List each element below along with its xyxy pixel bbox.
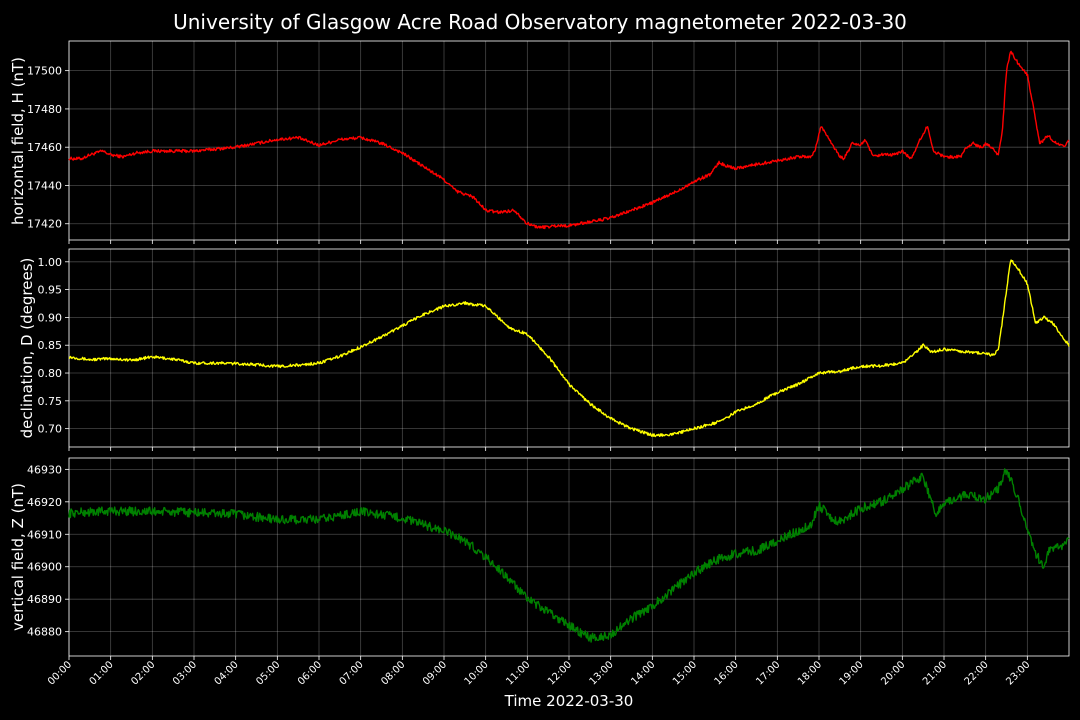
y-tick-label: 17420 — [27, 218, 62, 231]
x-tick-label: 16:00 — [713, 659, 741, 687]
panel-horizontal-field: 17420 17440 17460 17480 17500 horizontal fie… — [9, 40, 1070, 244]
series-z-line — [68, 468, 1070, 643]
x-tick-label: 02:00 — [129, 659, 157, 687]
x-tick-label: 09:00 — [421, 659, 449, 687]
y-tick-label: 46880 — [27, 626, 62, 639]
y-tick-label: 17480 — [27, 103, 62, 116]
y-tick-label: 46920 — [27, 496, 62, 509]
x-tick-label: 11:00 — [504, 659, 532, 687]
y-tick-label: 46900 — [27, 561, 62, 574]
chart-title: University of Glasgow Acre Road Observat… — [173, 10, 907, 34]
ylabel-h: horizontal field, H (nT) — [9, 57, 27, 225]
panel-d-grid — [68, 249, 1069, 451]
x-tick-label: 21:00 — [921, 659, 949, 687]
y-tick-label: 0.95 — [38, 284, 63, 297]
x-tick-label: 06:00 — [296, 659, 324, 687]
ylabel-z: vertical field, Z (nT) — [9, 483, 27, 631]
x-tick-label: 22:00 — [963, 659, 991, 687]
x-axis-label: Time 2022-03-30 — [504, 692, 634, 710]
ylabel-d: declination, D (degrees) — [18, 258, 36, 439]
panel-z-yticks: 46880 46890 46900 46910 46920 46930 — [27, 463, 69, 639]
x-tick-label: 12:00 — [546, 659, 574, 687]
panel-d-frame — [68, 248, 1070, 448]
y-tick-label: 17440 — [27, 179, 62, 192]
panel-d-yticks: 0.70 0.75 0.80 0.85 0.90 0.95 1.00 — [38, 256, 69, 436]
panel-h-frame — [68, 40, 1070, 241]
x-tick-label: 18:00 — [796, 659, 824, 687]
y-tick-label: 0.90 — [38, 311, 63, 324]
y-tick-label: 0.80 — [38, 367, 63, 380]
y-tick-label: 17460 — [27, 141, 62, 154]
y-tick-label: 17500 — [27, 65, 62, 78]
x-tick-label: 13:00 — [588, 659, 616, 687]
x-tick-label: 20:00 — [879, 659, 907, 687]
x-tick-label: 05:00 — [254, 659, 282, 687]
x-tick-label: 04:00 — [213, 659, 241, 687]
y-tick-label: 0.70 — [38, 423, 63, 436]
series-h-line — [68, 50, 1070, 230]
x-tick-label: 14:00 — [629, 659, 657, 687]
y-tick-label: 46890 — [27, 593, 62, 606]
x-tick-label: 07:00 — [338, 659, 366, 687]
x-tick-label: 15:00 — [671, 659, 699, 687]
panel-declination: 0.70 0.75 0.80 0.85 0.90 0.95 1.00 declination… — [18, 248, 1070, 451]
x-tick-label: 23:00 — [1004, 659, 1032, 687]
x-tick-label: 17:00 — [754, 659, 782, 687]
x-tick-label: 03:00 — [171, 659, 199, 687]
y-tick-label: 0.75 — [38, 395, 63, 408]
panel-h-yticks: 17420 17440 17460 17480 17500 — [27, 65, 69, 231]
y-tick-label: 1.00 — [38, 256, 63, 269]
x-tick-label: 01:00 — [88, 659, 116, 687]
x-tick-label: 19:00 — [838, 659, 866, 687]
x-tick-label: 00:00 — [46, 659, 74, 687]
series-d-line — [68, 259, 1070, 438]
y-tick-label: 46930 — [27, 463, 62, 476]
panel-vertical-field: 46880 46890 46900 46910 46920 46930 vertical … — [9, 457, 1070, 660]
x-axis-ticks: 00:00 01:00 02:00 03:00 04:00 05:00 06:00 07:00… — [46, 659, 1032, 687]
x-tick-label: 08:00 — [379, 659, 407, 687]
x-tick-label: 10:00 — [463, 659, 491, 687]
y-tick-label: 46910 — [27, 528, 62, 541]
panel-z-grid — [68, 458, 1069, 660]
y-tick-label: 0.85 — [38, 339, 63, 352]
